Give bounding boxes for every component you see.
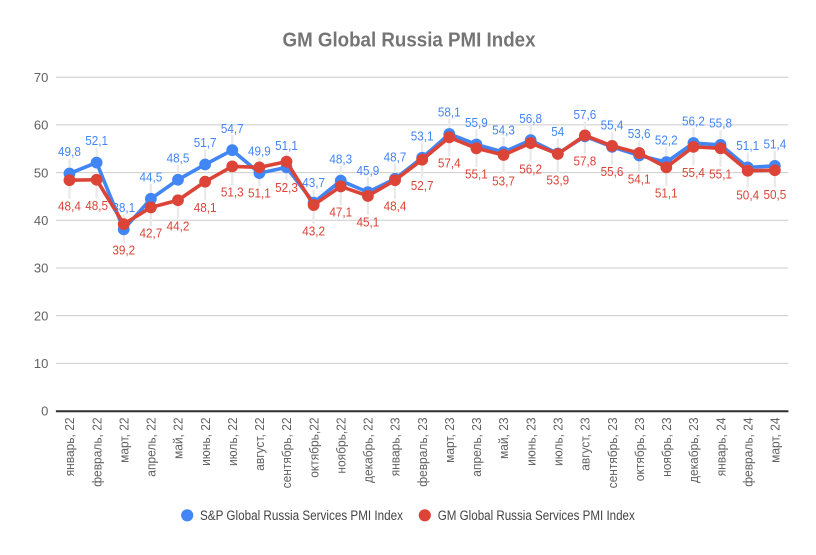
svg-text:55,1: 55,1 xyxy=(709,167,732,182)
svg-text:март, 24: март, 24 xyxy=(768,418,783,463)
svg-text:ноябрь,22: ноябрь,22 xyxy=(333,418,348,474)
svg-text:48,5: 48,5 xyxy=(167,150,190,165)
svg-text:45,1: 45,1 xyxy=(356,214,379,229)
svg-text:54,3: 54,3 xyxy=(492,123,515,138)
svg-text:44,5: 44,5 xyxy=(139,169,162,184)
svg-text:декабрь, 23: декабрь, 23 xyxy=(686,418,701,484)
svg-text:48,5: 48,5 xyxy=(85,198,108,213)
svg-text:50,5: 50,5 xyxy=(763,187,786,202)
svg-text:56,2: 56,2 xyxy=(682,114,705,129)
svg-text:сентябрь, 23: сентябрь, 23 xyxy=(605,418,620,489)
svg-text:45,9: 45,9 xyxy=(356,163,379,178)
svg-text:49,8: 49,8 xyxy=(58,144,81,159)
svg-text:февраль, 24: февраль, 24 xyxy=(740,418,755,487)
svg-text:43,2: 43,2 xyxy=(302,223,325,238)
svg-text:июль, 23: июль, 23 xyxy=(551,418,566,467)
svg-text:55,4: 55,4 xyxy=(682,165,705,180)
svg-text:55,1: 55,1 xyxy=(465,167,488,182)
svg-text:53,7: 53,7 xyxy=(492,173,515,188)
svg-text:февраль, 22: февраль, 22 xyxy=(89,418,104,487)
svg-text:GM Global Russia Services PMI: GM Global Russia Services PMI Index xyxy=(438,508,635,523)
svg-text:52,3: 52,3 xyxy=(275,180,298,195)
svg-text:март, 23: март, 23 xyxy=(442,418,457,463)
svg-text:октябрь, 23: октябрь, 23 xyxy=(632,418,647,482)
svg-text:51,1: 51,1 xyxy=(248,186,271,201)
svg-text:55,6: 55,6 xyxy=(601,164,624,179)
svg-text:декабрь, 22: декабрь, 22 xyxy=(361,418,376,484)
svg-text:52,2: 52,2 xyxy=(655,133,678,148)
svg-text:51,7: 51,7 xyxy=(194,135,217,150)
svg-text:май, 23: май, 23 xyxy=(496,418,511,460)
svg-text:55,4: 55,4 xyxy=(601,117,624,132)
svg-text:53,1: 53,1 xyxy=(411,128,434,143)
svg-text:53,9: 53,9 xyxy=(546,172,569,187)
svg-text:10: 10 xyxy=(34,356,48,371)
svg-text:55,9: 55,9 xyxy=(465,115,488,130)
svg-text:48,4: 48,4 xyxy=(384,199,407,214)
svg-text:52,1: 52,1 xyxy=(85,133,108,148)
svg-text:май, 22: май, 22 xyxy=(171,418,186,460)
svg-text:0: 0 xyxy=(41,404,48,419)
svg-text:51,4: 51,4 xyxy=(763,137,786,152)
svg-text:48,3: 48,3 xyxy=(329,151,352,166)
svg-text:58,1: 58,1 xyxy=(438,105,461,120)
svg-text:70: 70 xyxy=(34,70,48,85)
svg-text:54,1: 54,1 xyxy=(628,171,651,186)
svg-text:47,1: 47,1 xyxy=(329,205,352,220)
svg-text:февраль, 23: февраль, 23 xyxy=(415,418,430,487)
svg-text:ноябрь, 23: ноябрь, 23 xyxy=(659,418,674,477)
svg-text:38,1: 38,1 xyxy=(112,200,135,215)
svg-text:44,2: 44,2 xyxy=(167,219,190,234)
svg-text:январь, 23: январь, 23 xyxy=(388,418,403,477)
svg-text:42,7: 42,7 xyxy=(139,226,162,241)
svg-text:август, 23: август, 23 xyxy=(578,418,593,471)
svg-text:июнь, 22: июнь, 22 xyxy=(198,418,213,466)
svg-text:январь, 22: январь, 22 xyxy=(62,418,77,477)
svg-text:сентябрь, 22: сентябрь, 22 xyxy=(279,418,294,489)
svg-text:56,2: 56,2 xyxy=(519,161,542,176)
svg-text:43,7: 43,7 xyxy=(302,175,325,190)
svg-text:январь, 24: январь, 24 xyxy=(713,418,728,477)
svg-text:50: 50 xyxy=(34,165,48,180)
svg-text:57,8: 57,8 xyxy=(574,154,597,169)
svg-text:54: 54 xyxy=(551,124,564,139)
svg-text:51,1: 51,1 xyxy=(275,138,298,153)
svg-text:54,7: 54,7 xyxy=(221,121,244,136)
svg-text:40: 40 xyxy=(34,213,48,228)
svg-text:57,6: 57,6 xyxy=(574,107,597,122)
svg-text:GM Global Russia PMI Index: GM Global Russia PMI Index xyxy=(283,30,536,52)
svg-text:март, 22: март, 22 xyxy=(116,418,131,463)
svg-text:51,3: 51,3 xyxy=(221,185,244,200)
svg-text:57,4: 57,4 xyxy=(438,156,461,171)
svg-text:50,4: 50,4 xyxy=(736,187,759,202)
svg-text:30: 30 xyxy=(34,261,48,276)
svg-text:S&P Global Russia Services PMI: S&P Global Russia Services PMI Index xyxy=(200,508,403,523)
svg-text:48,1: 48,1 xyxy=(194,200,217,215)
svg-text:август, 22: август, 22 xyxy=(252,418,267,471)
svg-text:48,7: 48,7 xyxy=(384,149,407,164)
svg-text:20: 20 xyxy=(34,308,48,323)
svg-text:56,8: 56,8 xyxy=(519,111,542,126)
svg-text:апрель, 23: апрель, 23 xyxy=(469,418,484,477)
svg-text:51,1: 51,1 xyxy=(736,138,759,153)
svg-text:60: 60 xyxy=(34,118,48,133)
svg-text:июнь, 23: июнь, 23 xyxy=(523,418,538,466)
svg-text:39,2: 39,2 xyxy=(112,242,135,257)
svg-text:55,8: 55,8 xyxy=(709,116,732,131)
svg-text:октябрь,22: октябрь,22 xyxy=(306,418,321,478)
svg-text:июль, 22: июль, 22 xyxy=(225,418,240,467)
svg-text:53,6: 53,6 xyxy=(628,126,651,141)
svg-text:апрель, 22: апрель, 22 xyxy=(144,418,159,477)
svg-text:49,9: 49,9 xyxy=(248,144,271,159)
svg-text:52,7: 52,7 xyxy=(411,178,434,193)
svg-text:51,1: 51,1 xyxy=(655,186,678,201)
svg-text:48,4: 48,4 xyxy=(58,199,81,214)
